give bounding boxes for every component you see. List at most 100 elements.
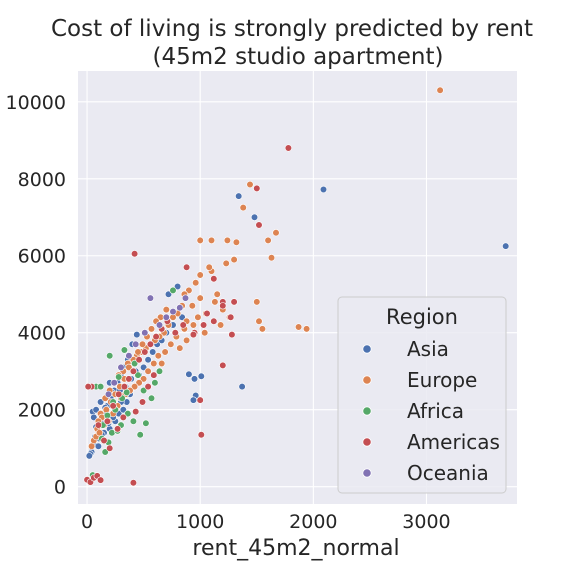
data-point-europe — [102, 406, 110, 414]
data-point-europe — [267, 254, 276, 262]
legend: Region Asia Europe Africa Americas Oceania — [337, 296, 507, 494]
data-point-americas — [146, 340, 154, 348]
data-point-europe — [207, 236, 216, 244]
data-point-europe — [253, 298, 261, 306]
x-tick-label: 2000 — [289, 511, 337, 533]
data-point-oceania — [132, 340, 140, 348]
data-point-africa — [140, 386, 148, 395]
data-point-africa — [151, 379, 159, 387]
data-point-oceania — [125, 352, 133, 360]
data-point-americas — [179, 321, 187, 329]
data-point-europe — [272, 229, 280, 237]
data-point-americas — [210, 275, 218, 283]
data-point-europe — [131, 383, 139, 391]
data-point-asia — [190, 375, 199, 383]
data-point-europe — [196, 236, 204, 244]
data-point-americas — [106, 444, 114, 452]
data-point-africa — [129, 417, 137, 425]
data-point-americas — [109, 402, 117, 410]
data-point-europe — [258, 325, 267, 333]
data-point-africa — [106, 352, 114, 360]
data-point-americas — [284, 144, 293, 152]
data-point-asia — [119, 406, 127, 414]
data-point-europe — [264, 236, 272, 244]
data-point-americas — [135, 356, 143, 364]
data-point-asia — [238, 383, 246, 391]
legend-title: Region — [386, 305, 458, 329]
data-point-europe — [150, 359, 158, 368]
data-point-americas — [197, 431, 205, 439]
data-point-europe — [255, 317, 263, 325]
data-point-europe — [192, 279, 200, 287]
y-tick-label: 8000 — [18, 169, 66, 191]
data-point-americas — [171, 329, 179, 337]
legend-marker-americas — [362, 437, 372, 447]
x-tick-label: 1000 — [176, 511, 224, 533]
data-point-americas — [210, 317, 218, 325]
x-tick-label: 3000 — [402, 511, 450, 533]
data-point-americas — [113, 425, 122, 433]
data-point-americas — [230, 298, 238, 306]
data-point-africa — [169, 286, 177, 295]
data-point-europe — [138, 340, 147, 348]
data-point-americas — [103, 417, 111, 425]
data-point-europe — [213, 290, 221, 298]
data-point-oceania — [169, 308, 177, 316]
data-point-asia — [185, 370, 193, 378]
data-point-oceania — [104, 390, 113, 398]
data-point-oceania — [117, 363, 125, 372]
data-point-africa — [147, 394, 156, 402]
data-point-americas — [119, 413, 127, 422]
data-point-europe — [189, 321, 197, 329]
y-tick-label: 6000 — [18, 246, 66, 268]
data-point-americas — [84, 383, 92, 391]
data-point-asia — [94, 442, 102, 450]
data-point-europe — [303, 325, 311, 333]
data-point-asia — [133, 331, 141, 339]
data-point-americas — [138, 398, 147, 406]
data-point-africa — [96, 383, 105, 391]
data-point-europe — [230, 256, 238, 264]
data-point-asia — [92, 406, 100, 414]
data-point-europe — [436, 86, 444, 94]
data-point-americas — [115, 390, 123, 398]
data-point-americas — [144, 383, 152, 391]
data-point-europe — [144, 367, 152, 375]
data-point-europe — [158, 359, 166, 368]
data-point-americas — [253, 184, 261, 192]
data-point-asia — [502, 242, 510, 250]
data-point-europe — [167, 340, 175, 348]
data-points — [83, 86, 510, 487]
data-point-europe — [201, 329, 209, 337]
legend-label-oceania: Oceania — [407, 461, 489, 485]
data-point-oceania — [181, 294, 190, 302]
chart-subtitle: (45m2 studio apartment) — [153, 44, 444, 70]
data-point-europe — [162, 306, 170, 314]
data-point-americas — [129, 367, 137, 375]
data-point-americas — [203, 309, 211, 318]
data-point-americas — [228, 331, 236, 339]
data-point-europe — [239, 204, 247, 212]
data-point-europe — [147, 325, 156, 333]
data-point-africa — [155, 367, 164, 375]
data-point-americas — [96, 476, 105, 484]
data-point-europe — [205, 263, 213, 271]
data-point-europe — [134, 348, 142, 356]
data-point-europe — [176, 344, 184, 352]
data-point-asia — [250, 213, 259, 221]
data-point-europe — [232, 238, 240, 246]
data-point-africa — [142, 419, 150, 427]
data-point-europe — [196, 294, 204, 302]
x-tick-label: 0 — [81, 511, 93, 533]
data-point-europe — [246, 180, 254, 189]
data-point-europe — [87, 442, 96, 450]
data-point-americas — [125, 375, 133, 383]
data-point-europe — [140, 375, 148, 383]
data-point-americas — [129, 479, 137, 487]
data-point-africa — [134, 371, 142, 379]
legend-marker-asia — [362, 344, 372, 354]
legend-label-africa: Africa — [407, 399, 464, 423]
data-point-asia — [319, 185, 328, 194]
data-point-asia — [149, 348, 157, 356]
